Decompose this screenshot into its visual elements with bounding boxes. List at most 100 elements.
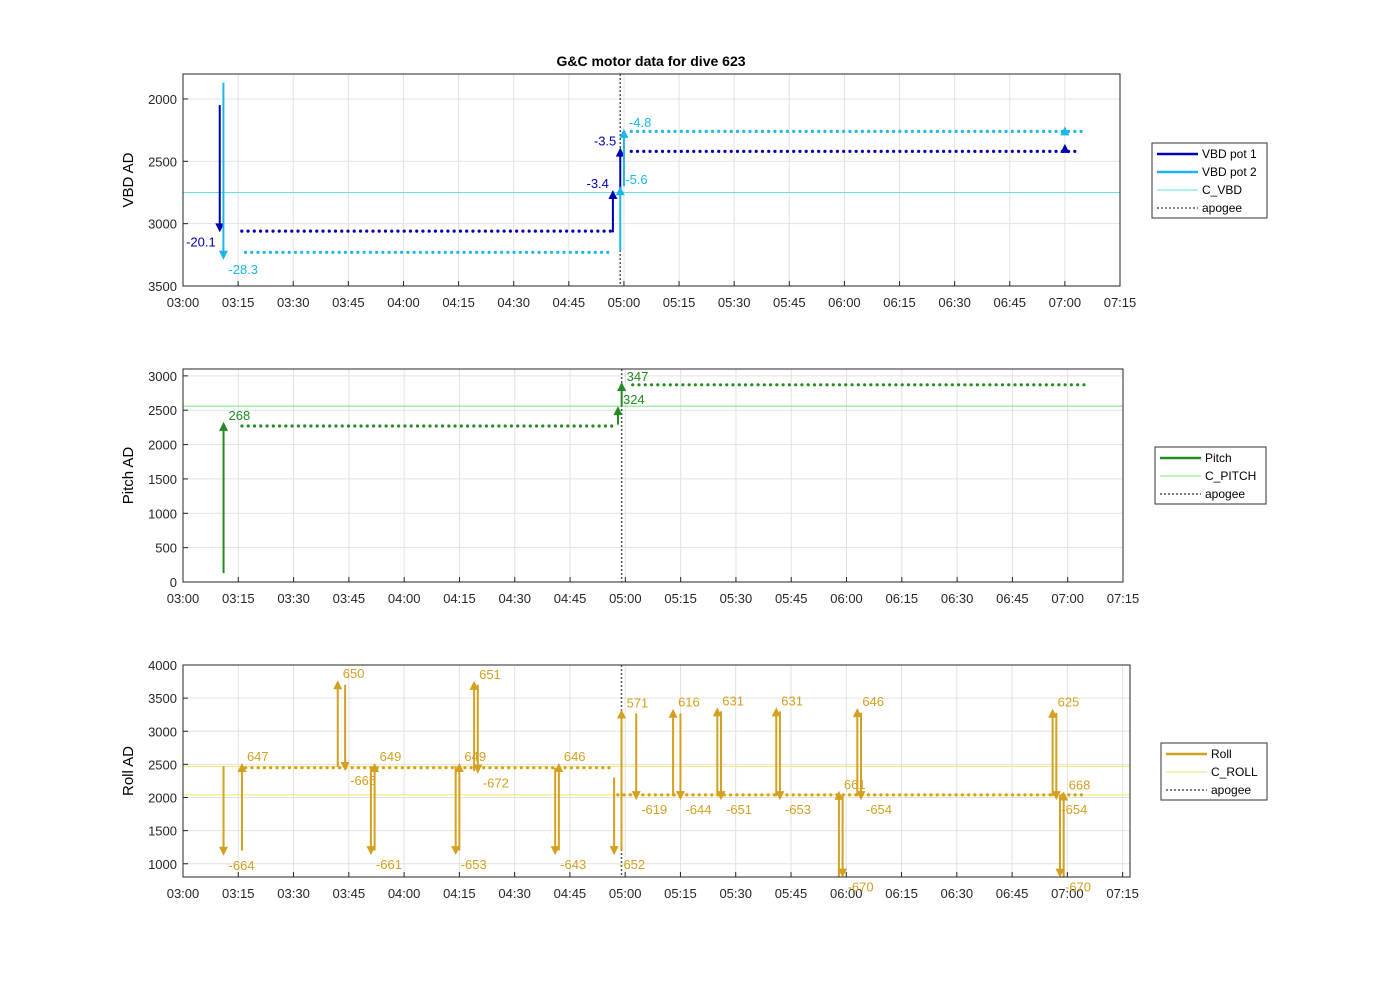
arrow-label: -643 [560, 857, 586, 872]
data-point [718, 383, 723, 387]
data-point [1007, 383, 1011, 387]
data-point [412, 250, 416, 254]
data-point [518, 250, 522, 254]
data-point [842, 149, 846, 153]
data-point [444, 766, 448, 770]
data-point [829, 793, 833, 797]
data-point [742, 149, 746, 153]
data-point [463, 766, 467, 770]
data-point [450, 250, 454, 254]
data-point [779, 149, 783, 153]
arrow-head [370, 763, 380, 773]
data-point [608, 229, 612, 233]
data-point [397, 424, 401, 428]
x-tick-label: 03:30 [277, 295, 310, 310]
x-tick-label: 03:15 [222, 591, 255, 606]
data-point [982, 383, 986, 387]
arrow-label: -619 [641, 802, 667, 817]
y-tick-label: 2500 [148, 403, 177, 418]
data-point [350, 250, 354, 254]
y-tick-label: 1500 [148, 472, 177, 487]
data-point [521, 229, 525, 233]
arrow-head [615, 186, 625, 196]
data-point [440, 424, 445, 428]
data-point [1073, 793, 1077, 797]
data-point [528, 424, 532, 428]
data-point [885, 149, 890, 153]
data-point [252, 424, 257, 428]
data-point [252, 229, 256, 233]
x-tick-label: 06:00 [830, 886, 863, 901]
data-point [502, 229, 506, 233]
data-point [635, 149, 640, 153]
y-tick-label: 3000 [148, 217, 177, 232]
y-tick-label: 1000 [148, 506, 177, 521]
arrow-head [237, 763, 247, 773]
data-point [748, 149, 752, 153]
data-point [648, 129, 652, 133]
data-point [346, 229, 350, 233]
figure-title: G&C motor data for dive 623 [556, 53, 745, 69]
data-point [867, 149, 871, 153]
data-point [929, 129, 933, 133]
data-point [356, 766, 360, 770]
arrow-head [451, 846, 461, 856]
x-tick-label: 04:30 [497, 295, 530, 310]
x-tick-label: 05:45 [773, 295, 806, 310]
data-point [685, 793, 689, 797]
arrow-label: 268 [229, 408, 251, 423]
arrow-label: 649 [380, 749, 402, 764]
data-point [1016, 129, 1021, 133]
data-point [1073, 129, 1077, 133]
data-point [856, 383, 860, 387]
data-point [443, 250, 447, 254]
data-point [496, 229, 500, 233]
x-tick-label: 05:00 [608, 295, 641, 310]
data-point [325, 250, 329, 254]
data-point [281, 766, 285, 770]
data-point [381, 250, 385, 254]
data-point [628, 793, 632, 797]
arrow-label: -654 [1061, 802, 1087, 817]
data-point [750, 383, 754, 387]
data-point [459, 424, 463, 428]
data-point [365, 229, 369, 233]
arrow-label: -28.3 [228, 262, 258, 277]
data-point [312, 766, 317, 770]
data-point [265, 229, 269, 233]
data-point [290, 229, 294, 233]
y-tick-label: 1500 [148, 824, 177, 839]
data-point [1050, 383, 1055, 387]
data-point [400, 766, 404, 770]
data-point [748, 129, 752, 133]
data-point [271, 229, 275, 233]
data-point [499, 250, 504, 254]
data-point [923, 149, 927, 153]
x-tick-label: 03:30 [277, 886, 310, 901]
data-point [879, 793, 883, 797]
data-point [760, 793, 764, 797]
legend-label: apogee [1211, 783, 1251, 797]
data-point [662, 383, 666, 387]
arrow-label: 650 [343, 666, 365, 681]
x-tick-label: 06:45 [993, 295, 1026, 310]
axes-box [182, 664, 1131, 878]
data-point [888, 383, 892, 387]
arrow-head [469, 680, 479, 690]
data-point [315, 424, 319, 428]
data-point [967, 129, 971, 133]
data-point [869, 383, 873, 387]
x-tick-label: 07:00 [1051, 886, 1084, 901]
data-point [283, 229, 288, 233]
data-point [710, 793, 714, 797]
data-point [1076, 383, 1080, 387]
data-point [785, 793, 789, 797]
data-point [406, 250, 410, 254]
legend-label: Roll [1211, 747, 1232, 761]
data-point [563, 766, 567, 770]
data-point [641, 793, 645, 797]
data-point [1019, 383, 1023, 387]
data-point [1004, 129, 1008, 133]
data-point [854, 149, 858, 153]
